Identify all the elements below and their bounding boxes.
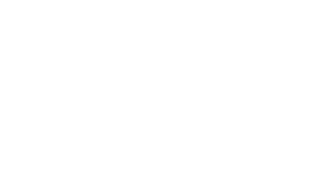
Text: Solved Examples (Implicit Functions): Solved Examples (Implicit Functions) — [0, 12, 320, 27]
Text: If  $y = \dfrac{x}{x-1}$  Show that: If $y = \dfrac{x}{x-1}$ Show that — [19, 70, 213, 102]
Text: $(x-1)\dfrac{d^2y}{dx^2} + 2\,\dfrac{dy}{dx} =\ \ 0$: $(x-1)\dfrac{d^2y}{dx^2} + 2\,\dfrac{dy}… — [19, 125, 203, 171]
